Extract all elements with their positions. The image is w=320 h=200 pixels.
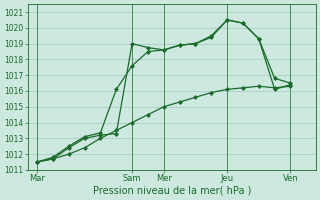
X-axis label: Pression niveau de la mer( hPa ): Pression niveau de la mer( hPa ) bbox=[92, 186, 251, 196]
